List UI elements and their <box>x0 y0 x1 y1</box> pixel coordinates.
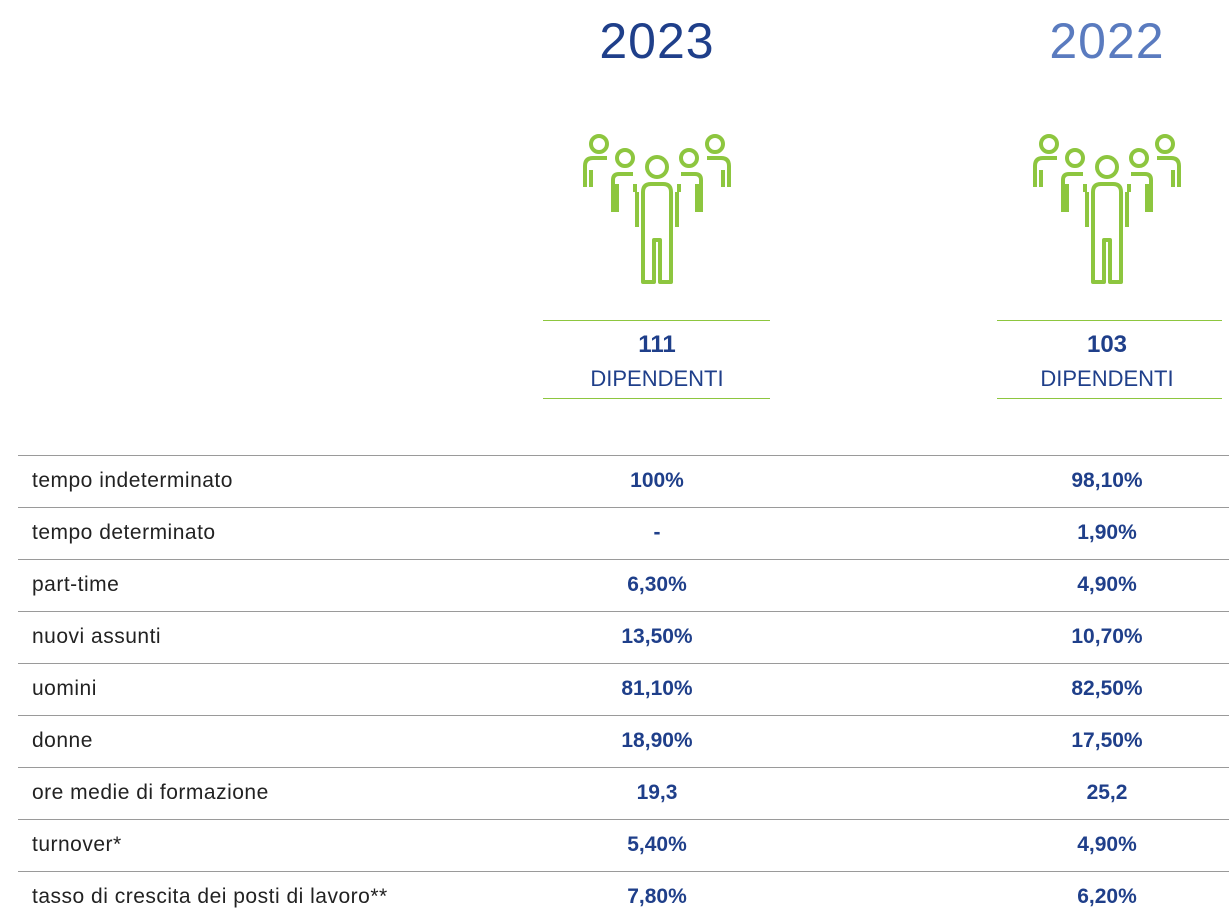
row-value: 10,70% <box>1071 625 1143 648</box>
row-separator <box>18 507 1229 508</box>
row-value: - <box>653 521 661 544</box>
row-separator <box>18 715 1229 716</box>
row-separator <box>18 819 1229 820</box>
row-value: 98,10% <box>1071 469 1143 492</box>
row-value: 5,40% <box>627 833 687 856</box>
row-label: tempo determinato <box>32 521 216 544</box>
divider <box>997 320 1222 321</box>
row-value: 6,20% <box>1077 885 1137 908</box>
row-separator <box>18 871 1229 872</box>
row-value: 100% <box>630 469 684 492</box>
people-icon <box>577 132 737 287</box>
employee-count: 103 <box>1086 331 1128 358</box>
row-label: donne <box>32 729 93 752</box>
row-value: 7,80% <box>627 885 687 908</box>
row-label: uomini <box>32 677 97 700</box>
year: 2022 <box>1049 13 1165 69</box>
employee-count: 111 <box>638 331 676 358</box>
row-value: 18,90% <box>621 729 693 752</box>
row-value: 81,10% <box>621 677 693 700</box>
row-value: 19,3 <box>636 781 678 804</box>
people-icon <box>1027 132 1187 287</box>
row-value: 82,50% <box>1071 677 1143 700</box>
employee-unit: DIPENDENTI <box>590 366 724 391</box>
row-separator <box>18 663 1229 664</box>
row-label: nuovi assunti <box>32 625 162 648</box>
row-value: 1,90% <box>1077 521 1137 544</box>
divider <box>543 398 770 399</box>
row-separator <box>18 611 1229 612</box>
year: 2023 <box>599 13 715 69</box>
divider <box>543 320 770 321</box>
row-label: tasso di crescita dei posti di lavoro** <box>32 885 388 908</box>
row-label: tempo indeterminato <box>32 469 233 492</box>
employee-unit: DIPENDENTI <box>1040 366 1174 391</box>
row-separator <box>18 455 1229 456</box>
row-value: 4,90% <box>1077 833 1137 856</box>
row-value: 25,2 <box>1086 781 1128 804</box>
row-value: 4,90% <box>1077 573 1137 596</box>
row-label: ore medie di formazione <box>32 781 269 804</box>
row-value: 6,30% <box>627 573 687 596</box>
row-label: turnover* <box>32 833 122 856</box>
row-value: 13,50% <box>621 625 693 648</box>
row-separator <box>18 559 1229 560</box>
row-value: 17,50% <box>1071 729 1143 752</box>
divider <box>997 398 1222 399</box>
row-separator <box>18 767 1229 768</box>
row-label: part-time <box>32 573 120 596</box>
